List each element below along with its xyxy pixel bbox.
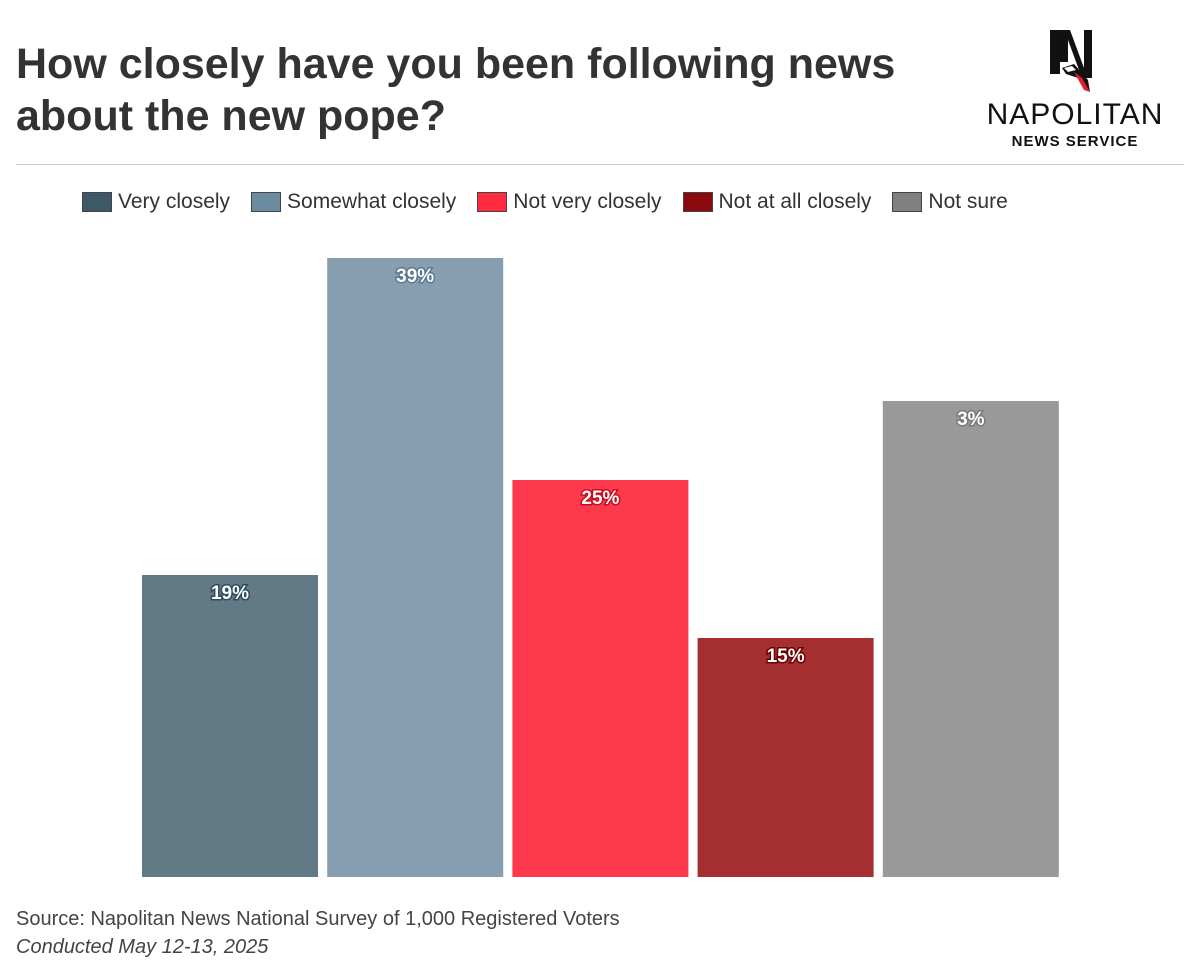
bar-not-sure [882,401,1059,877]
legend-label: Not sure [928,190,1008,213]
legend-swatch [682,192,713,212]
bar-chart: 19% 39% 25% 15% 3% [142,258,1059,877]
legend-swatch [82,192,112,212]
chart-legend: Very closely Somewhat closely Not very c… [82,188,1182,216]
legend-swatch [892,192,923,212]
brand-subtitle: NEWS SERVICE [1011,133,1139,150]
legend-item-somewhat-closely: Somewhat closely [251,188,456,216]
source-note: Source: Napolitan News National Survey o… [16,908,620,930]
bar-value-label: 3% [957,409,985,430]
bar-somewhat-closely [327,258,504,877]
legend-item-not-at-all-closely: Not at all closely [682,188,872,216]
brand-logo: NAPOLITAN NEWS SERVICE [970,24,1180,152]
header-divider [16,164,1184,165]
brand-name: NAPOLITAN [986,98,1164,131]
legend-item-very-closely: Very closely [82,188,230,216]
bar-value-label: 39% [396,266,434,287]
chart-title: How closely have you been following news… [16,40,896,140]
legend-label: Not very closely [513,190,662,213]
legend-item-not-sure: Not sure [892,188,1008,216]
bar-not-very-closely [512,480,689,877]
survey-date-note: Conducted May 12-13, 2025 [16,936,269,958]
legend-item-not-very-closely: Not very closely [477,188,662,216]
napolitan-logo-icon [1050,30,1092,92]
bar-not-at-all-closely [697,638,874,877]
legend-label: Somewhat closely [287,190,457,213]
bar-very-closely [142,575,318,877]
bar-value-label: 19% [211,583,249,604]
legend-label: Very closely [118,190,231,213]
legend-swatch [251,192,282,212]
legend-swatch [477,192,508,212]
bar-value-label: 15% [767,646,805,667]
legend-label: Not at all closely [718,190,872,213]
bar-value-label: 25% [581,488,619,509]
